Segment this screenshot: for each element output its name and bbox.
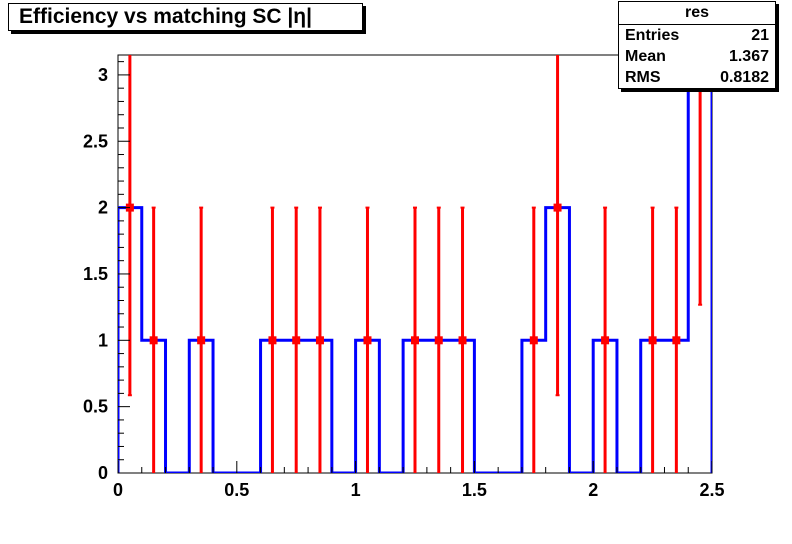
data-point [648,206,657,473]
point-marker [411,336,419,345]
stats-label: RMS [625,69,661,86]
stats-name: res [619,2,775,25]
data-point [363,206,372,473]
point-marker [268,336,277,345]
x-tick-label: 2 [588,480,598,500]
data-point [411,206,419,473]
y-tick-label: 1.5 [83,264,108,284]
point-marker [672,336,681,345]
y-tick-label: 2.5 [83,131,108,151]
x-tick-label: 1 [351,480,361,500]
stats-value: 0.8182 [720,69,769,86]
data-point [529,206,538,473]
chart-title: Efficiency vs matching SC |η| [8,3,363,31]
stats-row-entries: Entries 21 [619,25,775,46]
stats-label: Entries [625,27,680,44]
point-marker [363,336,372,345]
data-point [434,206,443,473]
stats-label: Mean [625,48,666,65]
point-marker [648,336,657,345]
x-tick-label: 0.5 [224,480,249,500]
stats-box: res Entries 21 Mean 1.367 RMS 0.8182 [618,1,776,89]
stats-value: 1.367 [728,48,769,65]
x-tick-label: 2.5 [699,480,724,500]
stats-row-rms: RMS 0.8182 [619,67,775,88]
data-point [601,206,610,473]
data-point [672,206,681,473]
y-tick-label: 0.5 [83,397,108,417]
point-marker [197,336,206,345]
y-tick-label: 2 [98,198,108,218]
point-marker [434,336,443,345]
point-marker [149,336,158,345]
point-marker [529,336,538,345]
point-marker [553,203,562,212]
point-marker [315,336,324,345]
x-tick-label: 0 [113,480,123,500]
y-tick-label: 0 [98,463,108,483]
data-point [292,206,301,473]
point-marker [601,336,610,345]
stats-row-mean: Mean 1.367 [619,46,775,67]
y-tick-label: 3 [98,65,108,85]
data-point [268,206,277,473]
y-tick-label: 1 [98,330,108,350]
data-point [553,55,562,397]
point-marker [458,336,467,345]
data-point [197,206,206,473]
x-tick-label: 1.5 [462,480,487,500]
stats-value: 21 [751,27,769,44]
data-point [315,206,324,473]
data-point [149,206,158,473]
data-point [458,206,467,473]
point-marker [292,336,301,345]
